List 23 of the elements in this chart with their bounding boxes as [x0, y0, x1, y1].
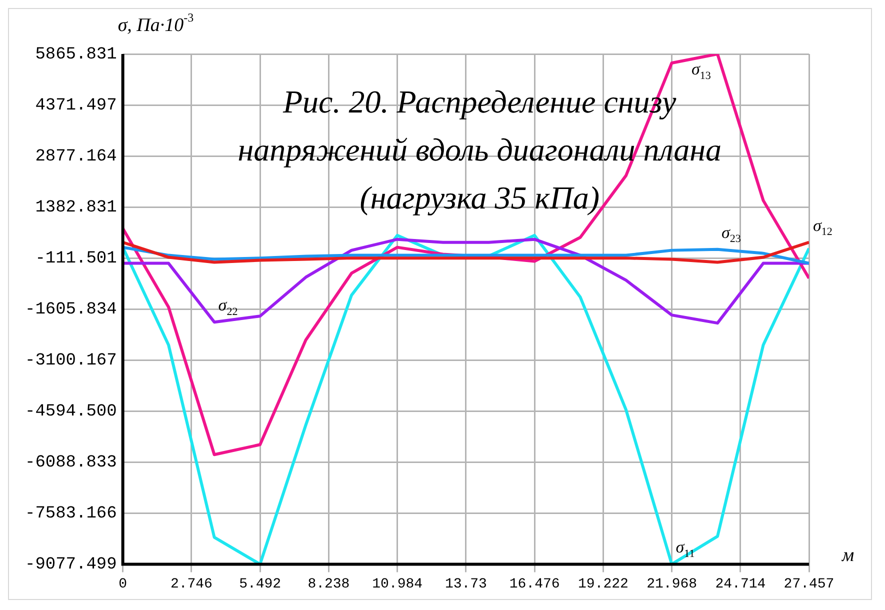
x-tick-label: 27.457: [784, 576, 834, 592]
x-tick-label: 24.714: [715, 576, 766, 592]
x-tick-label: 13.73: [444, 576, 487, 592]
x-tick-label: 16.476: [509, 576, 560, 592]
y-tick-label: -3100.167: [24, 352, 117, 371]
y-tick-label: 4371.497: [35, 96, 117, 116]
x-tick-label: 2.746: [170, 576, 212, 592]
x-tick-label: 8.238: [308, 576, 350, 592]
y-tick-label: -4594.500: [24, 402, 117, 422]
x-axis-title: м: [841, 545, 854, 566]
x-tick-label: 10.984: [372, 576, 423, 592]
y-tick-label: -9077.499: [24, 556, 117, 575]
x-tick-label: 21.968: [646, 576, 698, 592]
x-tick-label: 0: [118, 576, 128, 592]
y-tick-label: -111.501: [35, 250, 117, 269]
x-tick-label: 19.222: [578, 576, 628, 592]
y-tick-label: 5865.831: [35, 46, 117, 64]
y-tick-label: -7583.166: [24, 504, 117, 524]
y-tick-label: -1605.834: [24, 300, 117, 320]
x-tick-label: 5.492: [239, 576, 282, 592]
y-tick-label: -6088.833: [24, 454, 117, 473]
y-tick-label: 2877.164: [35, 148, 117, 167]
y-tick-label: 1382.831: [35, 198, 117, 218]
